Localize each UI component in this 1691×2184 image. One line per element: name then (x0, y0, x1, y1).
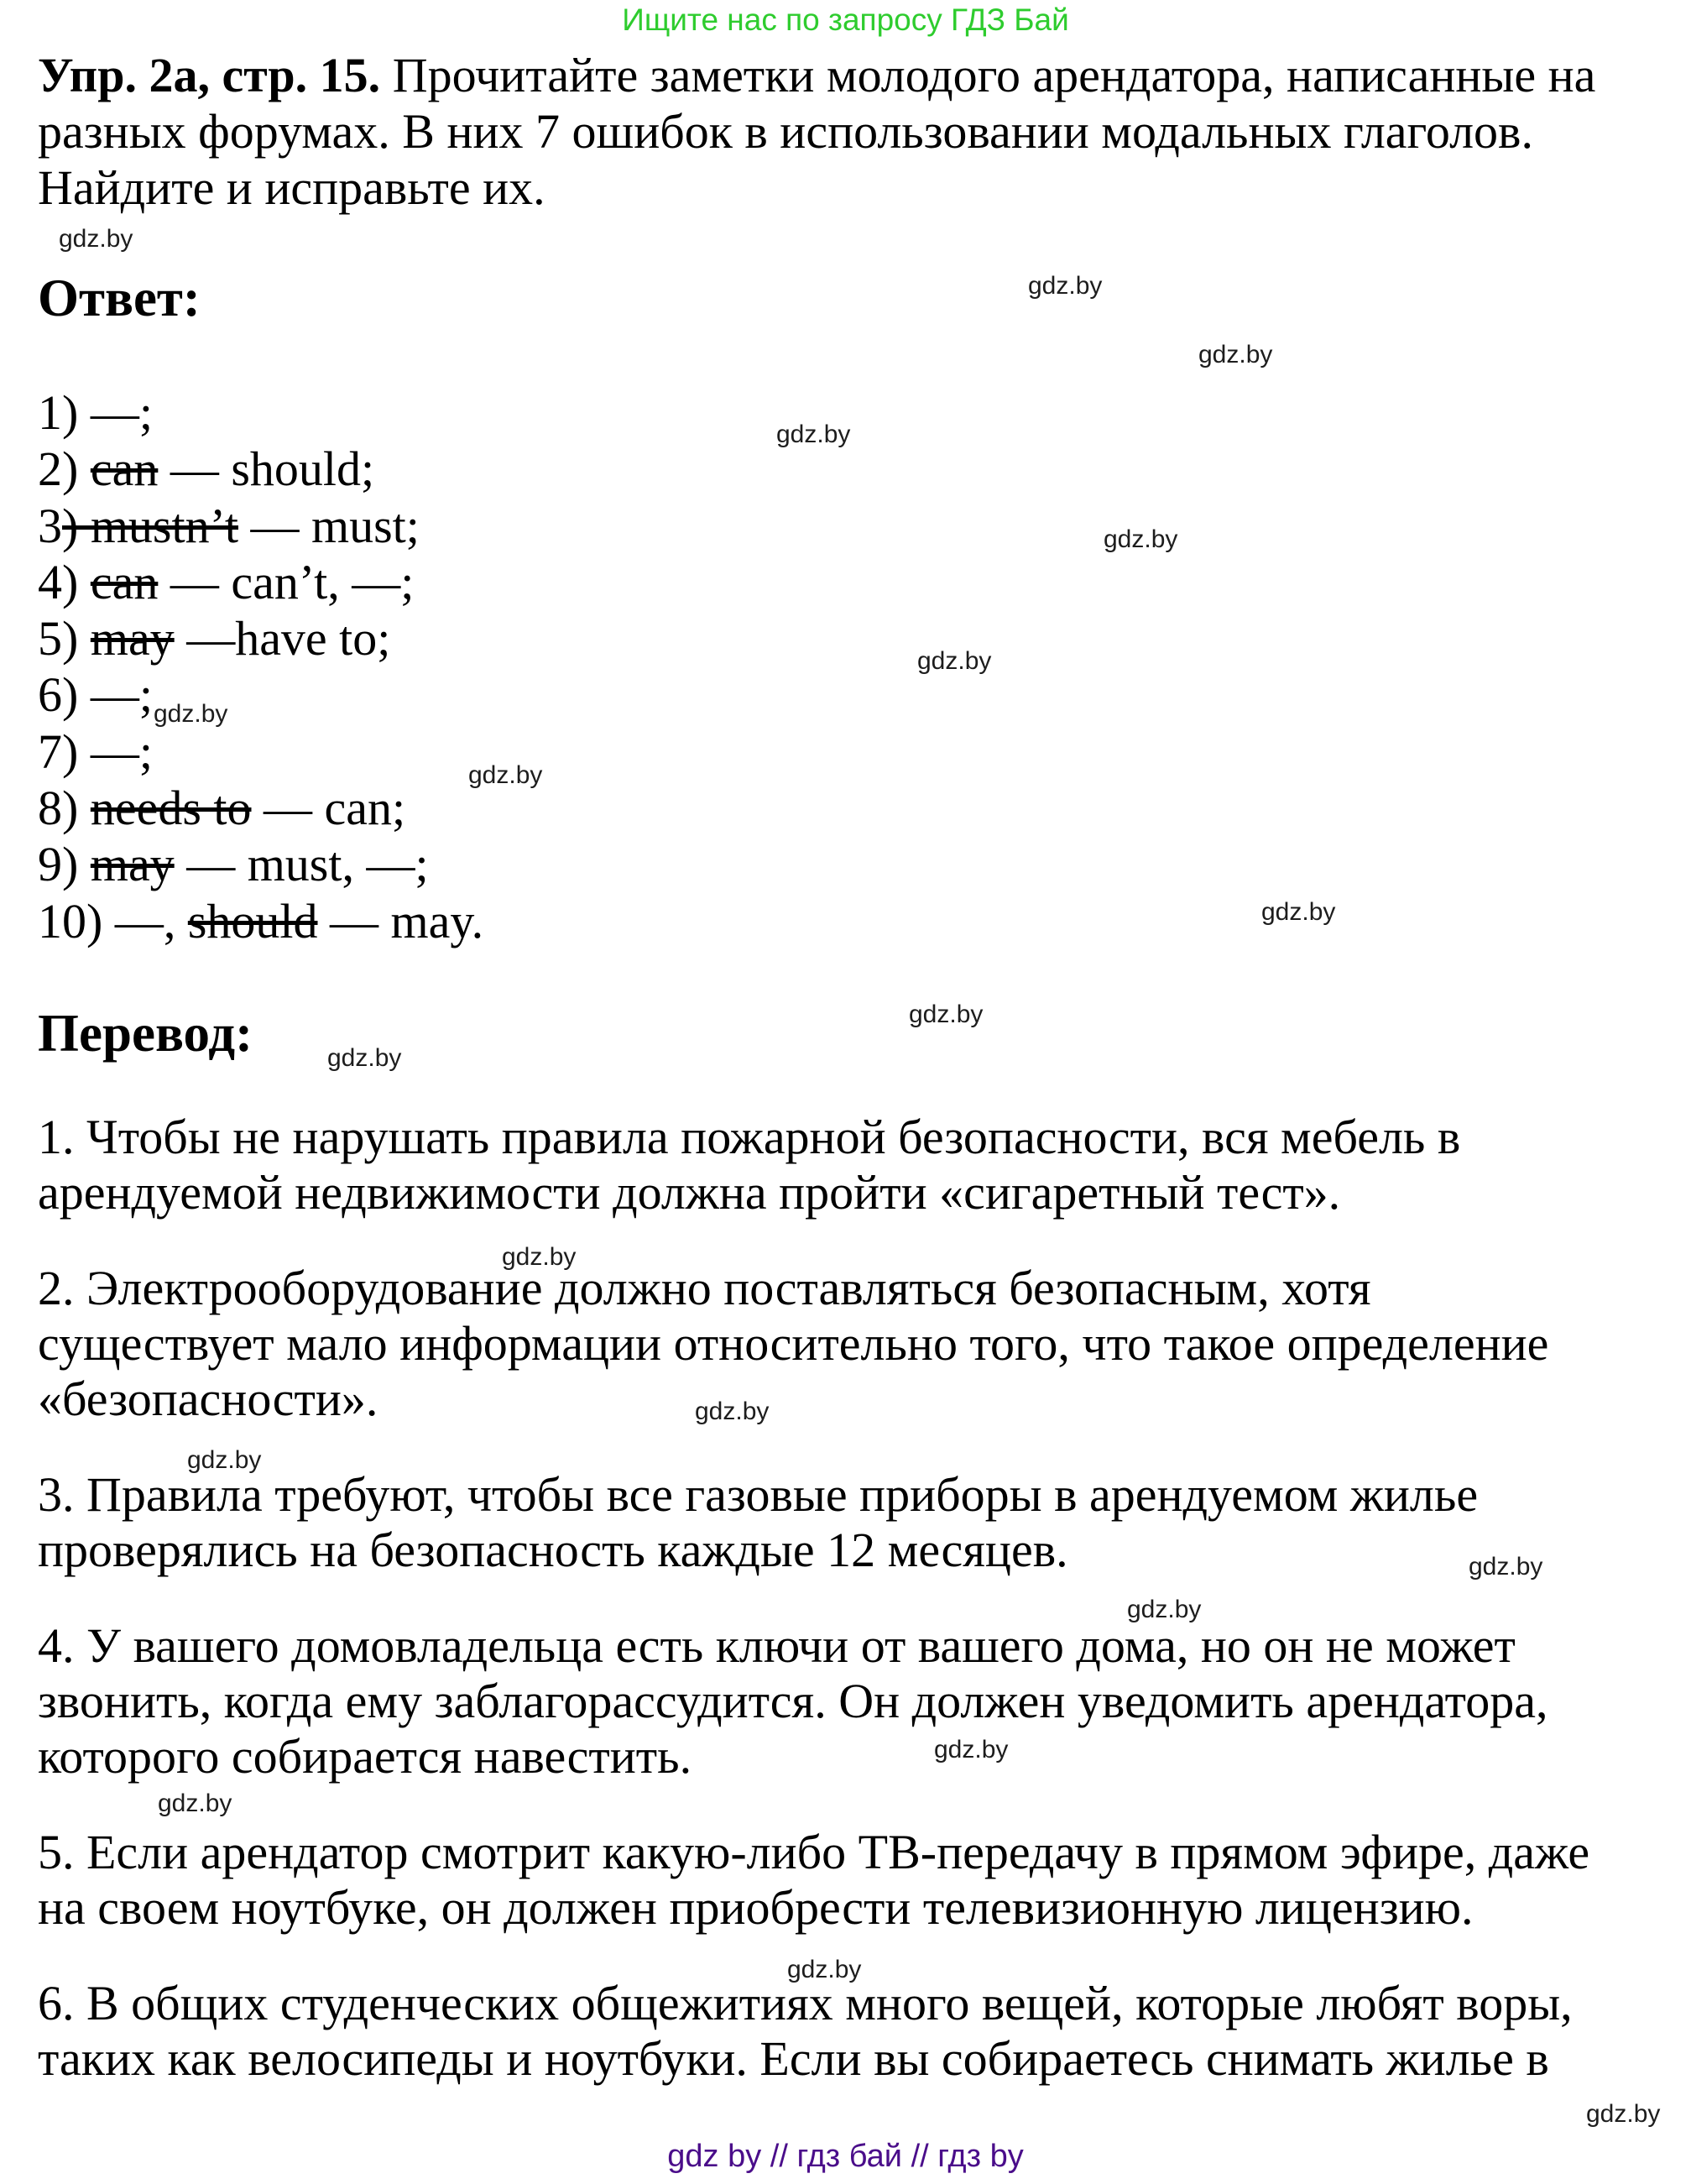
paragraph-line: 6. В общих студенческих общежитиях много… (38, 1976, 1573, 2030)
gdz-watermark: gdz.by (502, 1243, 577, 1271)
footer-site-links: gdz by // гдз бай // гдз by (667, 2139, 1024, 2174)
translation-paragraph-5: 5. Если арендатор смотрит какую-либо ТВ-… (38, 1825, 1653, 1936)
gdz-watermark: gdz.by (1198, 341, 1273, 368)
gdz-watermark: gdz.by (909, 1001, 984, 1028)
answer-item-4: 4) can — can’t, —; (38, 554, 483, 610)
gdz-watermark: gdz.by (1104, 525, 1178, 553)
answer-heading: Ответ: (38, 269, 201, 327)
gdz-watermark: gdz.by (1469, 1553, 1543, 1581)
answer-strikethrough: ) mustn’t (62, 498, 238, 553)
translation-section: 1. Чтобы не нарушать правила пожарной бе… (38, 1110, 1653, 2127)
gdz-watermark: gdz.by (776, 421, 851, 448)
paragraph-line: 5. Если арендатор смотрит какую-либо ТВ-… (38, 1825, 1590, 1879)
translation-paragraph-4: 4. У вашего домовладельца есть ключи от … (38, 1618, 1653, 1784)
answer-text: — should; (158, 442, 375, 497)
answer-text: — must; (238, 498, 420, 553)
answer-text: — may. (317, 893, 484, 948)
answer-strikethrough: can (90, 442, 159, 497)
task-line-2: разных форумах. В них 7 ошибок в использ… (38, 104, 1533, 159)
gdz-watermark: gdz.by (468, 761, 543, 789)
answer-strikethrough: should (187, 893, 318, 948)
gdz-watermark: gdz.by (59, 225, 133, 253)
answer-list: 1) —; 2) can — should; 3) mustn’t — must… (38, 384, 483, 949)
gdz-watermark: gdz.by (1261, 898, 1336, 926)
answer-strikethrough: can (90, 554, 159, 609)
gdz-watermark: gdz.by (917, 647, 992, 675)
paragraph-line: 3. Правила требуют, чтобы все газовые пр… (38, 1467, 1479, 1522)
gdz-watermark: gdz.by (934, 1736, 1009, 1763)
answer-text: 4) (38, 554, 91, 609)
paragraph-line: на своем ноутбуке, он должен приобрести … (38, 1880, 1474, 1935)
task-line-1-text: Прочитайте заметки молодого арендатора, … (380, 48, 1596, 102)
gdz-watermark: gdz.by (695, 1398, 770, 1425)
gdz-watermark: gdz.by (158, 1790, 232, 1817)
task-line-3: Найдите и исправьте их. (38, 160, 545, 215)
paragraph-line: 4. У вашего домовладельца есть ключи от … (38, 1618, 1516, 1673)
translation-paragraph-1: 1. Чтобы не нарушать правила пожарной бе… (38, 1110, 1653, 1220)
answer-strikethrough: may (90, 611, 175, 666)
answer-item-2: 2) can — should; (38, 441, 483, 497)
paragraph-line: 1. Чтобы не нарушать правила пожарной бе… (38, 1110, 1461, 1164)
answer-strikethrough: needs to (90, 781, 252, 836)
answer-item-8: 8) needs to — can; (38, 780, 483, 836)
translation-heading: Перевод: (38, 1004, 253, 1063)
answer-text: —; (90, 667, 153, 723)
paragraph-line: «безопасности». (38, 1372, 378, 1426)
paragraph-line: 2. Электрооборудование должно поставлять… (38, 1261, 1371, 1315)
answer-strikethrough: may (90, 837, 175, 892)
answer-text: 8) (38, 781, 91, 836)
paragraph-line: проверялись на безопасность каждые 12 ме… (38, 1523, 1068, 1577)
answer-item-10: 10) —, should — may. (38, 893, 483, 949)
gdz-watermark: gdz.by (1028, 272, 1103, 300)
promo-banner: Ищите нас по запросу ГДЗ Бай (622, 3, 1069, 37)
answer-text: 7) (38, 724, 91, 779)
paragraph-line: таких как велосипеды и ноутбуки. Если вы… (38, 2031, 1549, 2086)
answer-text: 5) (38, 611, 91, 666)
answer-text: —; (90, 385, 153, 440)
answer-item-9: 9) may — must, —; (38, 836, 483, 892)
gdz-watermark: gdz.by (187, 1446, 262, 1474)
answer-text: 6) (38, 667, 91, 723)
task-line-1: Упр. 2а, стр. 15. Прочитайте заметки мол… (38, 47, 1595, 103)
answer-text: 9) (38, 837, 91, 892)
gdz-watermark: gdz.by (327, 1044, 402, 1072)
paragraph-line: существует мало информации относительно … (38, 1316, 1549, 1371)
gdz-watermark: gdz.by (154, 700, 228, 728)
answer-item-1: 1) —; (38, 384, 483, 441)
task-reference: Упр. 2а, стр. 15. (38, 48, 381, 102)
answer-text: 3 (38, 498, 62, 553)
translation-paragraph-3: 3. Правила требуют, чтобы все газовые пр… (38, 1467, 1653, 1578)
answer-text: 1) (38, 385, 91, 440)
paragraph-line: звонить, когда ему заблагорассудится. Он… (38, 1674, 1548, 1728)
task-description: Упр. 2а, стр. 15. Прочитайте заметки мол… (38, 47, 1595, 216)
answer-item-5: 5) may —have to; (38, 610, 483, 666)
gdz-watermark: gdz.by (1586, 2100, 1661, 2128)
paragraph-line: которого собирается навестить. (38, 1729, 692, 1784)
answer-text: —; (90, 724, 153, 779)
paragraph-line: арендуемой недвижимости должна пройти «с… (38, 1165, 1341, 1220)
answer-text: 2) (38, 442, 91, 497)
answer-text: — can’t, —; (158, 554, 415, 609)
gdz-watermark: gdz.by (1127, 1596, 1202, 1623)
answer-item-3: 3) mustn’t — must; (38, 498, 483, 554)
answer-item-6: 6) —; (38, 666, 483, 723)
answer-text: — must, —; (174, 837, 429, 892)
answer-item-7: 7) —; (38, 724, 483, 780)
answer-text: — can; (251, 781, 406, 836)
answer-text: 10) —, (38, 893, 188, 948)
translation-paragraph-2: 2. Электрооборудование должно поставлять… (38, 1261, 1653, 1427)
answer-text: —have to; (174, 611, 391, 666)
gdz-watermark: gdz.by (787, 1956, 862, 1983)
translation-paragraph-6: 6. В общих студенческих общежитиях много… (38, 1976, 1653, 2087)
